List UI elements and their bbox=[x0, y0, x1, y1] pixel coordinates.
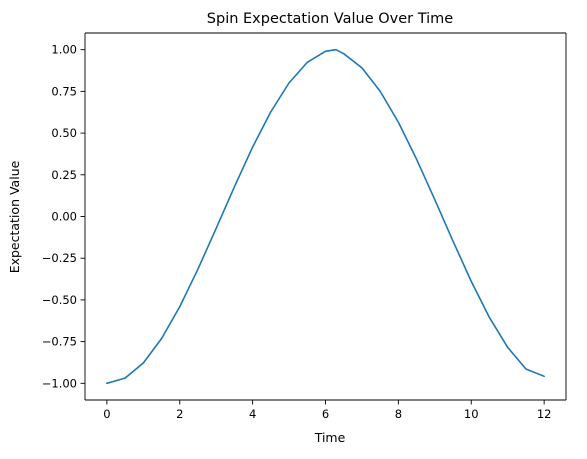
axes-frame bbox=[84, 32, 567, 401]
plot-background bbox=[85, 33, 566, 400]
x-tick-label: 10 bbox=[464, 407, 479, 421]
x-tick-label: 6 bbox=[322, 407, 329, 421]
x-tick-label: 4 bbox=[249, 407, 256, 421]
y-tick-label: 0.25 bbox=[51, 168, 77, 182]
series-layer bbox=[106, 48, 545, 385]
y-axis-label: Expectation Value bbox=[7, 160, 22, 273]
axis-ticks: 0 2 4 6 8 10 12 −1.00 −0.75 −0.50 −0.25 0.00 0.25 0.5… bbox=[42, 43, 552, 421]
chart-title: Spin Expectation Value Over Time bbox=[207, 11, 454, 27]
y-tick-label: −0.25 bbox=[42, 251, 77, 265]
x-tick-label: 0 bbox=[103, 407, 110, 421]
plot-area bbox=[85, 33, 566, 400]
y-tick-label: 0.75 bbox=[51, 84, 77, 98]
x-tick-label: 12 bbox=[537, 407, 552, 421]
series-line-0 bbox=[106, 48, 545, 385]
y-tick-label: −0.50 bbox=[42, 293, 77, 307]
x-tick-label: 8 bbox=[395, 407, 402, 421]
y-tick-label: 0.50 bbox=[51, 126, 77, 140]
x-axis-label: Time bbox=[314, 430, 346, 445]
y-tick-label: 0.00 bbox=[51, 210, 77, 224]
y-tick-label: 1.00 bbox=[51, 43, 77, 57]
y-tick-label: −0.75 bbox=[42, 335, 77, 349]
y-tick-label: −1.00 bbox=[42, 376, 77, 390]
x-tick-label: 2 bbox=[176, 407, 183, 421]
